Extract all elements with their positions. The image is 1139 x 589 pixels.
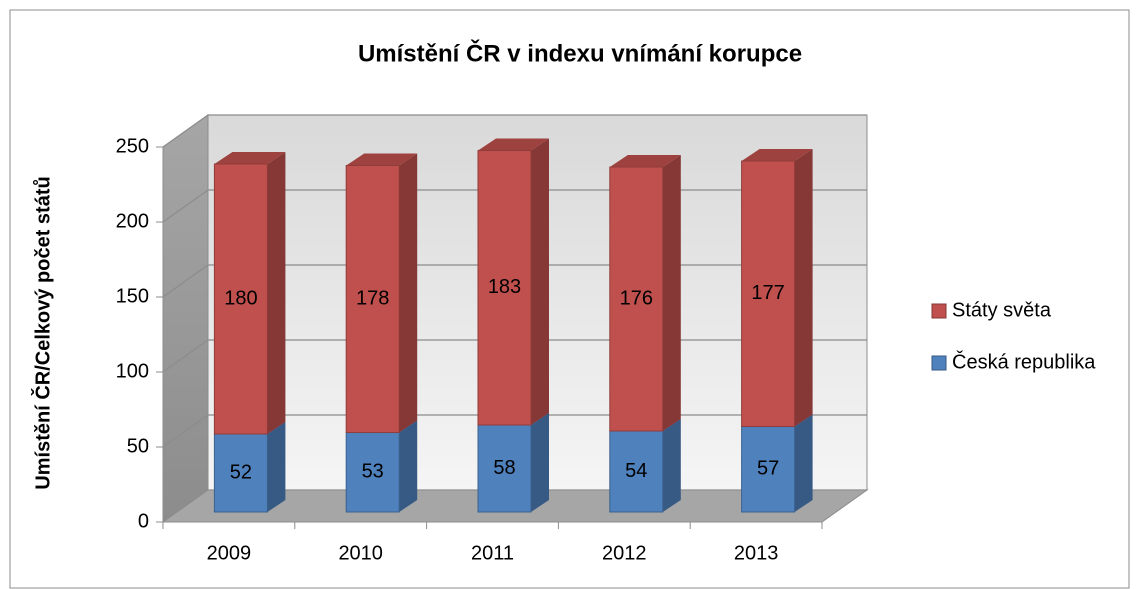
bar-side bbox=[662, 155, 681, 431]
bar-front bbox=[213, 163, 268, 435]
bar-top bbox=[741, 149, 813, 161]
bar bbox=[609, 155, 681, 432]
bar-side bbox=[399, 153, 418, 433]
x-tick-label: 2012 bbox=[602, 542, 647, 564]
legend-label: Česká republika bbox=[952, 350, 1096, 373]
bar-side bbox=[267, 152, 286, 434]
bar-side bbox=[794, 149, 813, 427]
y-axis-label: Umístění ČR/Celkový počet států bbox=[30, 176, 54, 489]
chart-title: Umístění ČR v indexu vnímání korupce bbox=[358, 39, 802, 67]
y-tick-label: 250 bbox=[116, 135, 149, 157]
bar-front bbox=[345, 432, 400, 513]
bar-top bbox=[346, 153, 418, 166]
data-label: 180 bbox=[224, 287, 257, 309]
data-label: 176 bbox=[620, 287, 653, 309]
data-label: 178 bbox=[356, 287, 389, 309]
bar-side bbox=[531, 138, 549, 425]
bar bbox=[477, 413, 549, 513]
bar-front bbox=[609, 166, 664, 432]
data-label: 183 bbox=[488, 276, 521, 298]
bar-side bbox=[794, 414, 813, 512]
legend-swatch bbox=[931, 303, 947, 319]
bar-front bbox=[741, 160, 796, 427]
bar-front bbox=[741, 426, 796, 513]
bar-top bbox=[478, 138, 549, 151]
x-tick-label: 2013 bbox=[734, 542, 779, 564]
bar-side bbox=[399, 420, 418, 512]
bar-side bbox=[662, 419, 681, 512]
bar bbox=[213, 152, 286, 435]
y-tick-label: 0 bbox=[138, 510, 149, 532]
bar-top bbox=[609, 155, 681, 167]
bar-front bbox=[477, 424, 532, 513]
data-label: 177 bbox=[751, 282, 784, 304]
bar-front bbox=[213, 433, 268, 513]
y-tick-label: 150 bbox=[116, 285, 149, 307]
data-label: 57 bbox=[757, 458, 779, 480]
x-tick-label: 2011 bbox=[471, 542, 514, 564]
x-tick-label: 2009 bbox=[207, 542, 252, 564]
x-tick-label: 2010 bbox=[338, 542, 383, 564]
bar bbox=[741, 149, 813, 427]
bar-side bbox=[267, 422, 286, 512]
bar-front bbox=[609, 430, 664, 513]
legend-label: Státy světa bbox=[952, 299, 1052, 321]
bar bbox=[345, 153, 418, 433]
grid-line bbox=[162, 114, 867, 148]
bar-front bbox=[345, 165, 400, 433]
data-label: 52 bbox=[230, 461, 252, 483]
data-label: 58 bbox=[493, 457, 515, 479]
y-tick-label: 50 bbox=[127, 435, 149, 457]
legend-swatch bbox=[931, 355, 947, 371]
bar-top bbox=[214, 152, 286, 164]
side-wall bbox=[162, 114, 209, 523]
y-tick-label: 100 bbox=[116, 360, 149, 382]
bar-side bbox=[531, 413, 549, 512]
y-tick-label: 200 bbox=[116, 210, 149, 232]
bar bbox=[477, 138, 549, 426]
data-label: 53 bbox=[362, 461, 384, 483]
data-label: 54 bbox=[625, 460, 647, 482]
bar-front bbox=[477, 150, 532, 426]
